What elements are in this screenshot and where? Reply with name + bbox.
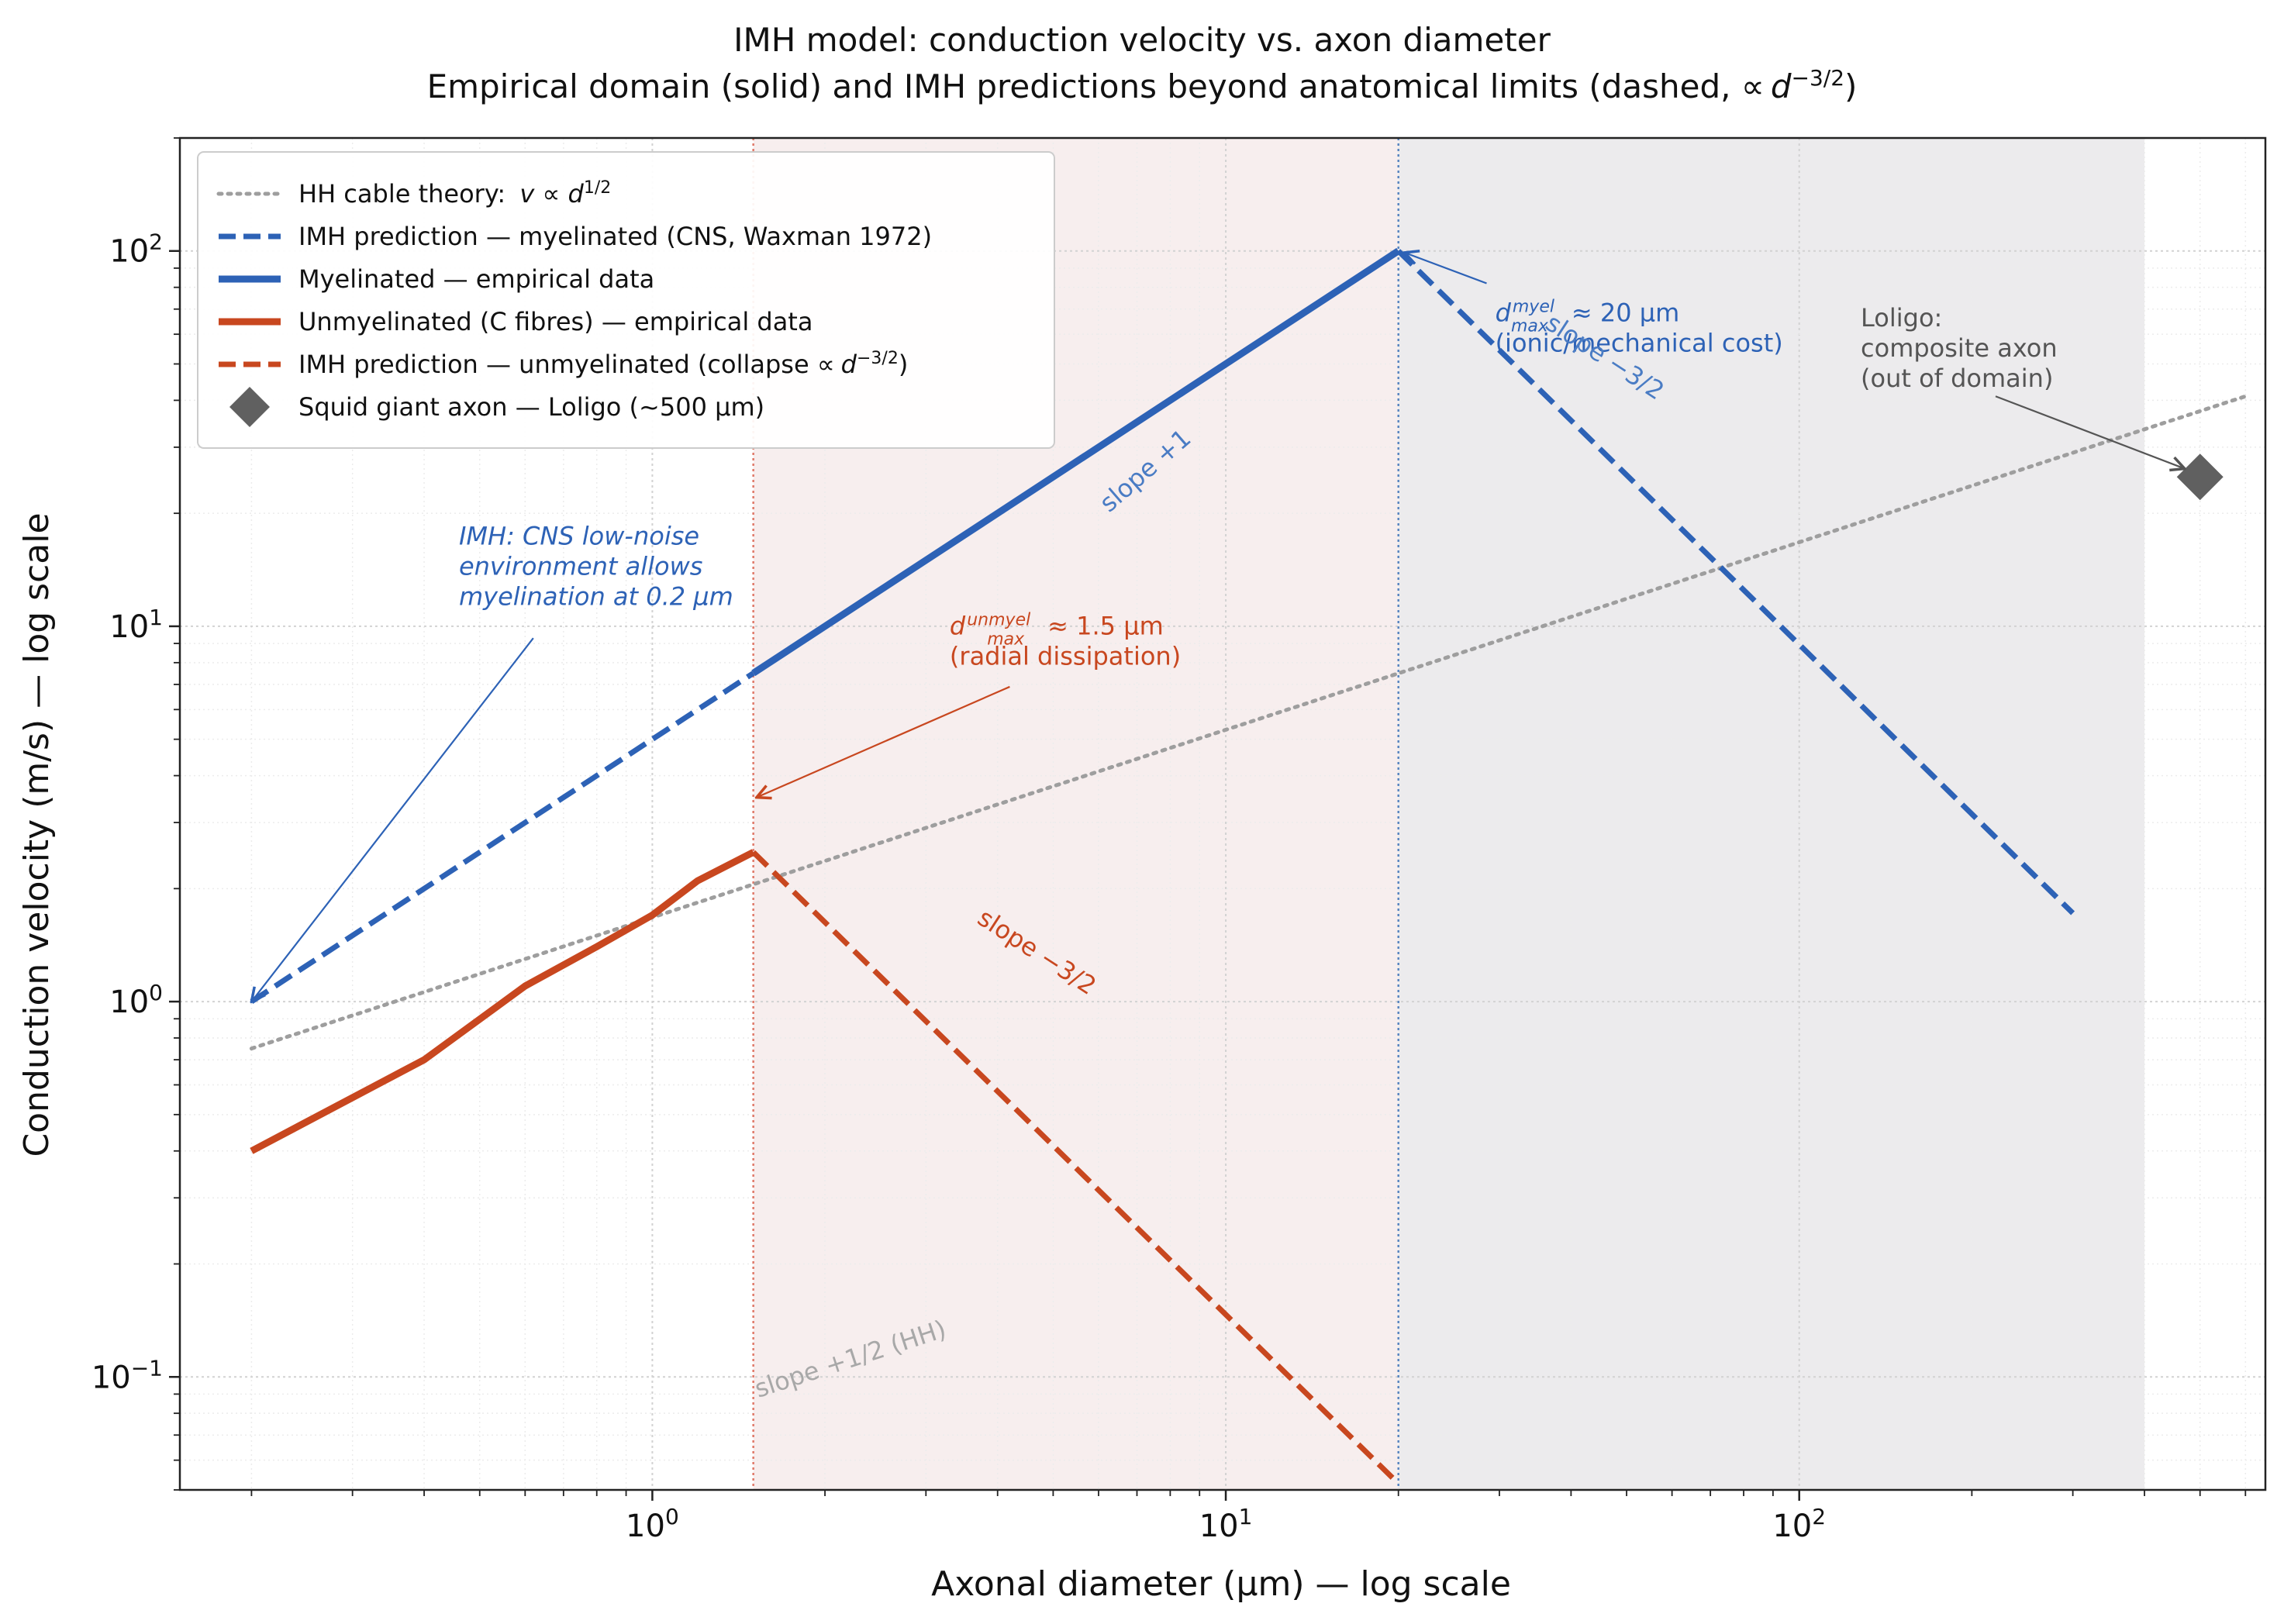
- legend-label-main: IMH prediction — unmyelinated (collapse …: [298, 350, 835, 379]
- y-tick-label: 100: [109, 980, 163, 1021]
- annotation-d-max-unmyel: dunmyel max ≈ 1.5 µm (radial dissipation): [950, 610, 1181, 671]
- x-tick-label-base: 10: [1772, 1508, 1812, 1544]
- y-tick-label-base: 10: [109, 234, 149, 270]
- y-axis-label: Conduction velocity (m/s) — log scale: [17, 512, 57, 1157]
- annotation-sup: unmyel: [967, 610, 1030, 629]
- region-myelinated-out-of-domain: [1398, 138, 2145, 1490]
- legend-label: Squid giant axon — Loligo (~500 µm): [298, 392, 764, 422]
- legend-label: HH cable theory: v ∝ d1/2: [298, 178, 611, 209]
- series-lines: [249, 247, 2248, 1486]
- chart-title: IMH model: conduction velocity vs. axon …: [733, 21, 1551, 59]
- annotation-sub: max: [987, 629, 1025, 649]
- annotation-line: Loligo:: [1861, 303, 1942, 333]
- legend-label-var: v ∝ d: [519, 179, 584, 209]
- x-axis-label: Axonal diameter (µm) — log scale: [931, 1564, 1511, 1604]
- y-tick-label-exp: −1: [131, 1355, 163, 1381]
- annotation-line: myelination at 0.2 µm: [459, 582, 733, 612]
- x-tick-label-base: 10: [626, 1508, 665, 1544]
- series-line: [249, 394, 2248, 1051]
- annotation-line: composite axon: [1861, 333, 2058, 363]
- chart-subtitle-main: Empirical domain (solid) and IMH predict…: [427, 67, 1765, 105]
- legend-label: IMH prediction — myelinated (CNS, Waxman…: [298, 222, 932, 251]
- y-tick-label-exp: 0: [149, 980, 163, 1005]
- annotation-loligo: Loligo: composite axon (out of domain): [1861, 303, 2058, 393]
- x-tick-label-exp: 1: [1239, 1504, 1253, 1529]
- annotation-sup: myel: [1513, 297, 1554, 316]
- markers: [2176, 453, 2224, 501]
- y-tick-label-base: 10: [91, 1360, 131, 1395]
- annotation-line: IMH: CNS low-noise: [459, 522, 699, 551]
- annotation-imh-cns: IMH: CNS low-noise environment allows myel…: [459, 522, 733, 612]
- series-line: [250, 849, 755, 1154]
- series-line: [751, 850, 1401, 1486]
- annotation-value: ≈ 20 µm: [1572, 298, 1679, 327]
- legend-label: IMH prediction — unmyelinated (collapse …: [298, 349, 908, 380]
- chart-subtitle-close: ): [1844, 67, 1857, 105]
- y-tick-label-base: 10: [109, 609, 149, 645]
- chart-subtitle: Empirical domain (solid) and IMH predict…: [427, 65, 1858, 106]
- y-tick-label-exp: 2: [149, 229, 163, 254]
- legend-label-sup: 1/2: [584, 178, 611, 198]
- y-tick-label-base: 10: [109, 984, 149, 1020]
- annotation-arrow: [251, 637, 534, 1002]
- legend-label-var: d: [841, 350, 857, 379]
- axes-border: [178, 136, 2267, 1491]
- x-tick-label-exp: 2: [1812, 1504, 1826, 1529]
- annotation-var: d: [1496, 298, 1512, 327]
- annotation-value: ≈ 1.5 µm: [1047, 612, 1164, 641]
- legend-label-main: HH cable theory:: [298, 179, 513, 209]
- annotation-d-max-myel: dmyel max ≈ 20 µm (ionic/mechanical cost): [1496, 297, 1783, 358]
- chart-subtitle-var: d: [1771, 67, 1792, 105]
- series-line: [250, 671, 755, 1005]
- x-tick-label: 100: [626, 1504, 679, 1545]
- y-tick-label-exp: 1: [149, 604, 163, 629]
- legend-box: [197, 151, 1055, 449]
- x-tick-label: 101: [1199, 1504, 1253, 1545]
- annotation-arrow: [1405, 253, 1487, 284]
- legend-label: Myelinated — empirical data: [298, 264, 654, 294]
- annotation-arrow: [1995, 395, 2185, 468]
- annotation-var: d: [950, 612, 966, 641]
- x-tick-label-exp: 0: [665, 1504, 679, 1529]
- chart-title-group: IMH model: conduction velocity vs. axon …: [427, 21, 1858, 105]
- x-tick-label: 102: [1772, 1504, 1826, 1545]
- series-line: [1396, 249, 2075, 915]
- chart-subtitle-exp: −3/2: [1792, 65, 1845, 91]
- annotation-line: (out of domain): [1861, 364, 2053, 393]
- y-tick-label: 101: [109, 604, 163, 645]
- axes-frame: [178, 136, 2267, 1491]
- chart-legend: HH cable theory: v ∝ d1/2 IMH prediction …: [197, 151, 1055, 449]
- legend-label: Unmyelinated (C fibres) — empirical data: [298, 307, 813, 336]
- annotation-line: environment allows: [459, 552, 702, 581]
- annotation-arrow: [757, 685, 1010, 798]
- x-tick-label-base: 10: [1199, 1508, 1239, 1544]
- legend-label-close: ): [899, 350, 908, 379]
- annotation-sub: max: [1511, 316, 1549, 336]
- legend-label-sup: −3/2: [857, 349, 899, 368]
- annotation-line: (ionic/mechanical cost): [1496, 328, 1783, 357]
- squid-axon-marker: [2176, 453, 2224, 501]
- grid-lines: [180, 137, 2265, 1491]
- y-tick-label: 102: [109, 229, 163, 270]
- series-line: [751, 247, 1401, 677]
- y-tick-label: 10−1: [91, 1355, 163, 1396]
- annotation-line: (radial dissipation): [950, 642, 1181, 671]
- legend-marker: [229, 387, 270, 427]
